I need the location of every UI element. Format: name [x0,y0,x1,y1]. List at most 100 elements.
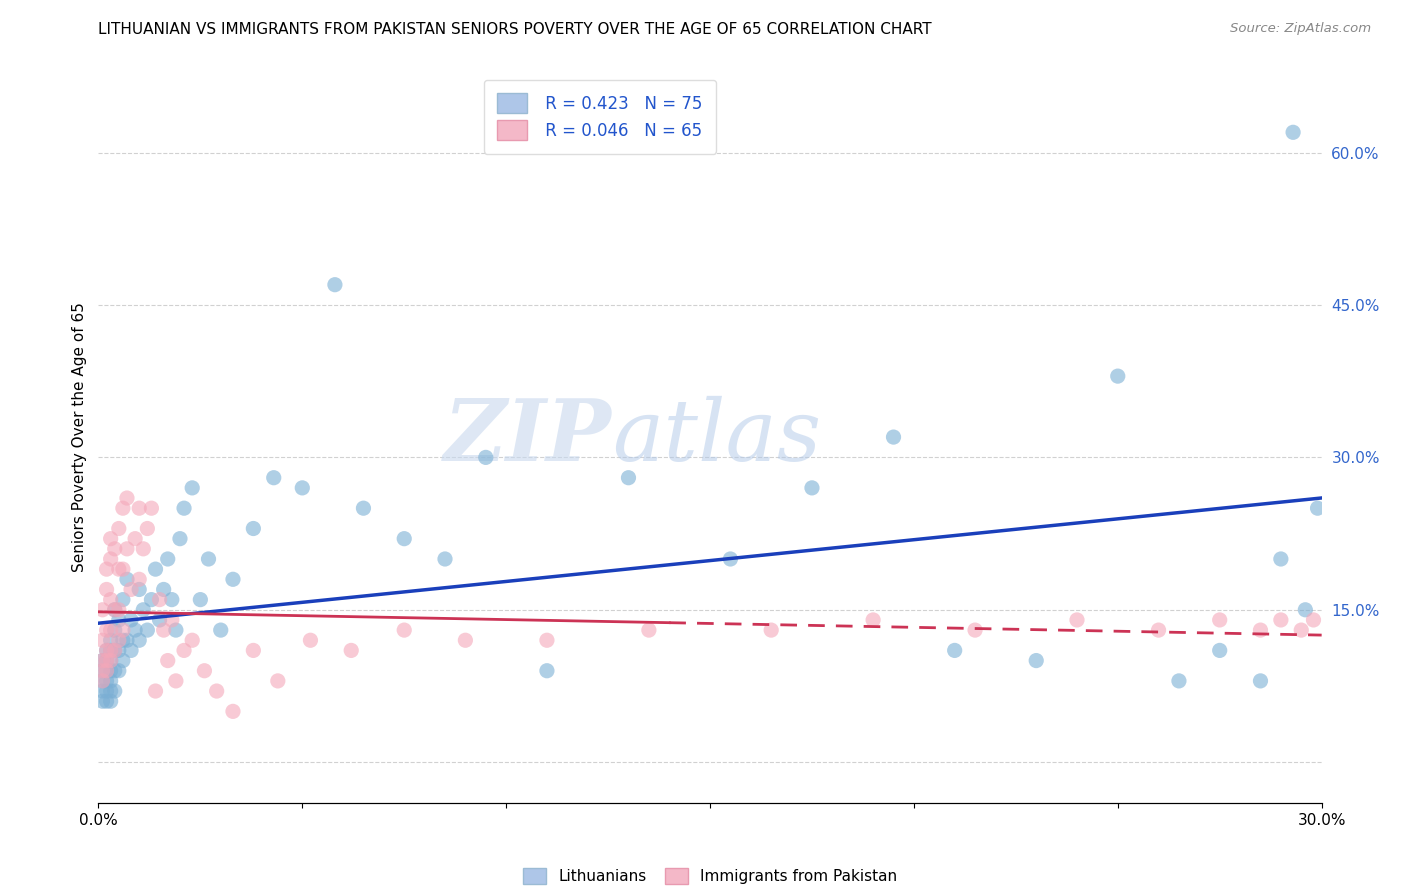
Point [943,643,966,657]
Point [128,582,150,597]
Point [1294,603,1316,617]
Point [100,633,122,648]
Point [115,491,138,505]
Point [222,572,245,586]
Point [454,633,477,648]
Point [96,664,118,678]
Point [536,633,558,648]
Point [205,684,228,698]
Point [263,471,285,485]
Point [96,623,118,637]
Point [145,562,167,576]
Point [617,471,640,485]
Point [128,501,150,516]
Point [136,522,159,536]
Point [96,562,118,576]
Point [169,532,191,546]
Point [1306,501,1329,516]
Point [91,694,114,708]
Point [132,541,155,556]
Point [108,643,131,657]
Point [152,623,174,637]
Point [474,450,498,465]
Point [193,664,215,678]
Point [115,633,138,648]
Point [111,592,134,607]
Point [115,541,138,556]
Point [392,623,416,637]
Point [1209,643,1232,657]
Point [91,664,114,678]
Point [120,643,142,657]
Point [104,541,127,556]
Point [100,654,122,668]
Point [108,633,131,648]
Point [91,654,114,668]
Point [104,684,127,698]
Point [104,643,127,657]
Point [100,694,122,708]
Point [141,592,163,607]
Point [323,277,346,292]
Text: Source: ZipAtlas.com: Source: ZipAtlas.com [1230,22,1371,36]
Point [720,552,742,566]
Point [108,603,131,617]
Point [96,673,118,688]
Point [965,623,987,637]
Point [108,562,131,576]
Point [1209,613,1232,627]
Point [104,623,127,637]
Point [267,673,290,688]
Point [100,532,122,546]
Point [96,582,118,597]
Point [1147,623,1170,637]
Point [392,532,416,546]
Point [1270,613,1292,627]
Point [242,522,264,536]
Point [124,532,146,546]
Point [128,633,150,648]
Text: LITHUANIAN VS IMMIGRANTS FROM PAKISTAN SENIORS POVERTY OVER THE AGE OF 65 CORREL: LITHUANIAN VS IMMIGRANTS FROM PAKISTAN S… [98,22,932,37]
Point [156,654,179,668]
Point [862,613,884,627]
Point [299,633,322,648]
Point [132,603,155,617]
Point [96,643,118,657]
Point [1270,552,1292,566]
Point [181,633,204,648]
Point [1249,673,1271,688]
Point [91,664,114,678]
Point [352,501,374,516]
Point [124,623,146,637]
Point [100,592,122,607]
Point [222,705,245,719]
Point [100,664,122,678]
Point [242,643,264,657]
Point [111,501,134,516]
Point [761,623,783,637]
Point [96,664,118,678]
Point [149,613,172,627]
Point [160,592,183,607]
Point [108,522,131,536]
Point [1167,673,1189,688]
Point [96,654,118,668]
Point [111,654,134,668]
Point [91,673,114,688]
Point [104,603,127,617]
Point [188,592,212,607]
Point [173,501,195,516]
Point [1302,613,1324,627]
Point [291,481,314,495]
Point [96,643,118,657]
Point [108,664,131,678]
Point [104,664,127,678]
Point [197,552,219,566]
Point [120,582,142,597]
Point [91,603,114,617]
Point [801,481,824,495]
Point [156,552,179,566]
Point [152,582,174,597]
Point [104,643,127,657]
Point [1291,623,1313,637]
